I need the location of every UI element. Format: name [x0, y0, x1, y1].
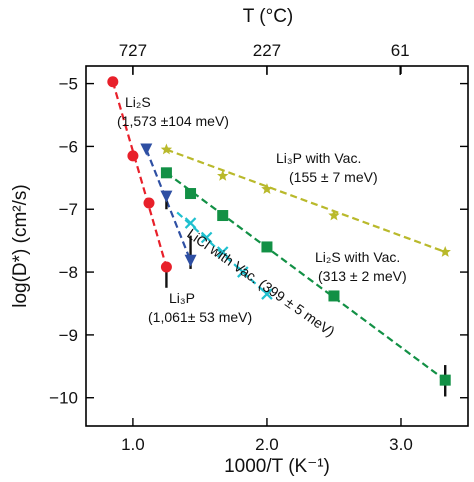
data-point — [216, 246, 229, 258]
annotation-li2svac-ea: (313 ± 2 meV) — [318, 268, 407, 284]
data-point — [261, 288, 273, 300]
data-point — [261, 183, 273, 194]
x-tick-label: 2.0 — [255, 435, 279, 454]
data-point — [160, 143, 173, 155]
data-point — [160, 261, 172, 273]
data-point — [140, 143, 153, 156]
data-point — [185, 188, 197, 200]
x-tick-label: 1.0 — [121, 435, 145, 454]
errorbars-layer — [165, 191, 447, 397]
plot-frame — [85, 65, 469, 427]
annotation-li3pvac-name: Li₃P with Vac. — [276, 150, 361, 166]
data-point — [184, 254, 197, 267]
y-tick-label: −9 — [59, 326, 78, 345]
data-point — [261, 241, 273, 253]
top-tick-label: 61 — [391, 41, 410, 60]
fit-lines-layer — [111, 81, 446, 382]
annotation-li2s-name: Li₂S — [125, 94, 151, 110]
annotation-li2s-ea: (1,573 ±104 meV) — [117, 113, 229, 129]
top-tick-label: 727 — [119, 41, 147, 60]
fit-line — [166, 148, 446, 254]
y-tick-label: −7 — [59, 200, 78, 219]
data-point — [160, 190, 173, 203]
top-tick-label: 227 — [253, 41, 281, 60]
data-point — [328, 290, 340, 302]
y-tick-label: −5 — [59, 75, 78, 94]
x-tick-label: 3.0 — [389, 435, 413, 454]
annotation-li3p-name: Li₃P — [169, 290, 195, 306]
x-axis-title: 1000/T (K⁻¹) — [224, 456, 330, 477]
top-axis-title: T (°C) — [243, 6, 294, 27]
data-point — [237, 266, 249, 278]
annotations-layer: Li₂S (1,573 ±104 meV) Li₃P (1,061± 53 meV) L… — [117, 94, 407, 340]
y-tick-label: −8 — [59, 263, 78, 282]
fit-line — [165, 171, 446, 382]
axes-layer: 1.0 2.0 3.0 −5 −6 −7 −8 −9 −10 727 227 61 — [49, 41, 468, 454]
data-point — [107, 76, 119, 88]
data-point — [143, 197, 155, 209]
data-point — [127, 150, 139, 162]
annotation-li3p-ea: (1,061± 53 meV) — [148, 309, 252, 325]
data-point — [217, 210, 229, 222]
data-point — [439, 245, 451, 257]
data-point — [200, 231, 213, 244]
annotation-li2svac-name: Li₂S with Vac. — [315, 249, 400, 265]
data-point — [217, 169, 229, 181]
data-point — [184, 217, 197, 229]
data-point — [439, 374, 451, 386]
y-tick-label: −6 — [59, 137, 78, 156]
data-point — [328, 209, 340, 221]
data-point — [160, 167, 172, 179]
y-tick-label: −10 — [49, 389, 78, 408]
y-axis-title: log(D*) (cm²/s) — [10, 184, 31, 308]
annotation-li3pvac-ea: (155 ± 7 meV) — [289, 169, 378, 185]
markers-layer — [107, 76, 451, 386]
fit-line — [111, 81, 168, 268]
fit-line — [145, 149, 192, 262]
